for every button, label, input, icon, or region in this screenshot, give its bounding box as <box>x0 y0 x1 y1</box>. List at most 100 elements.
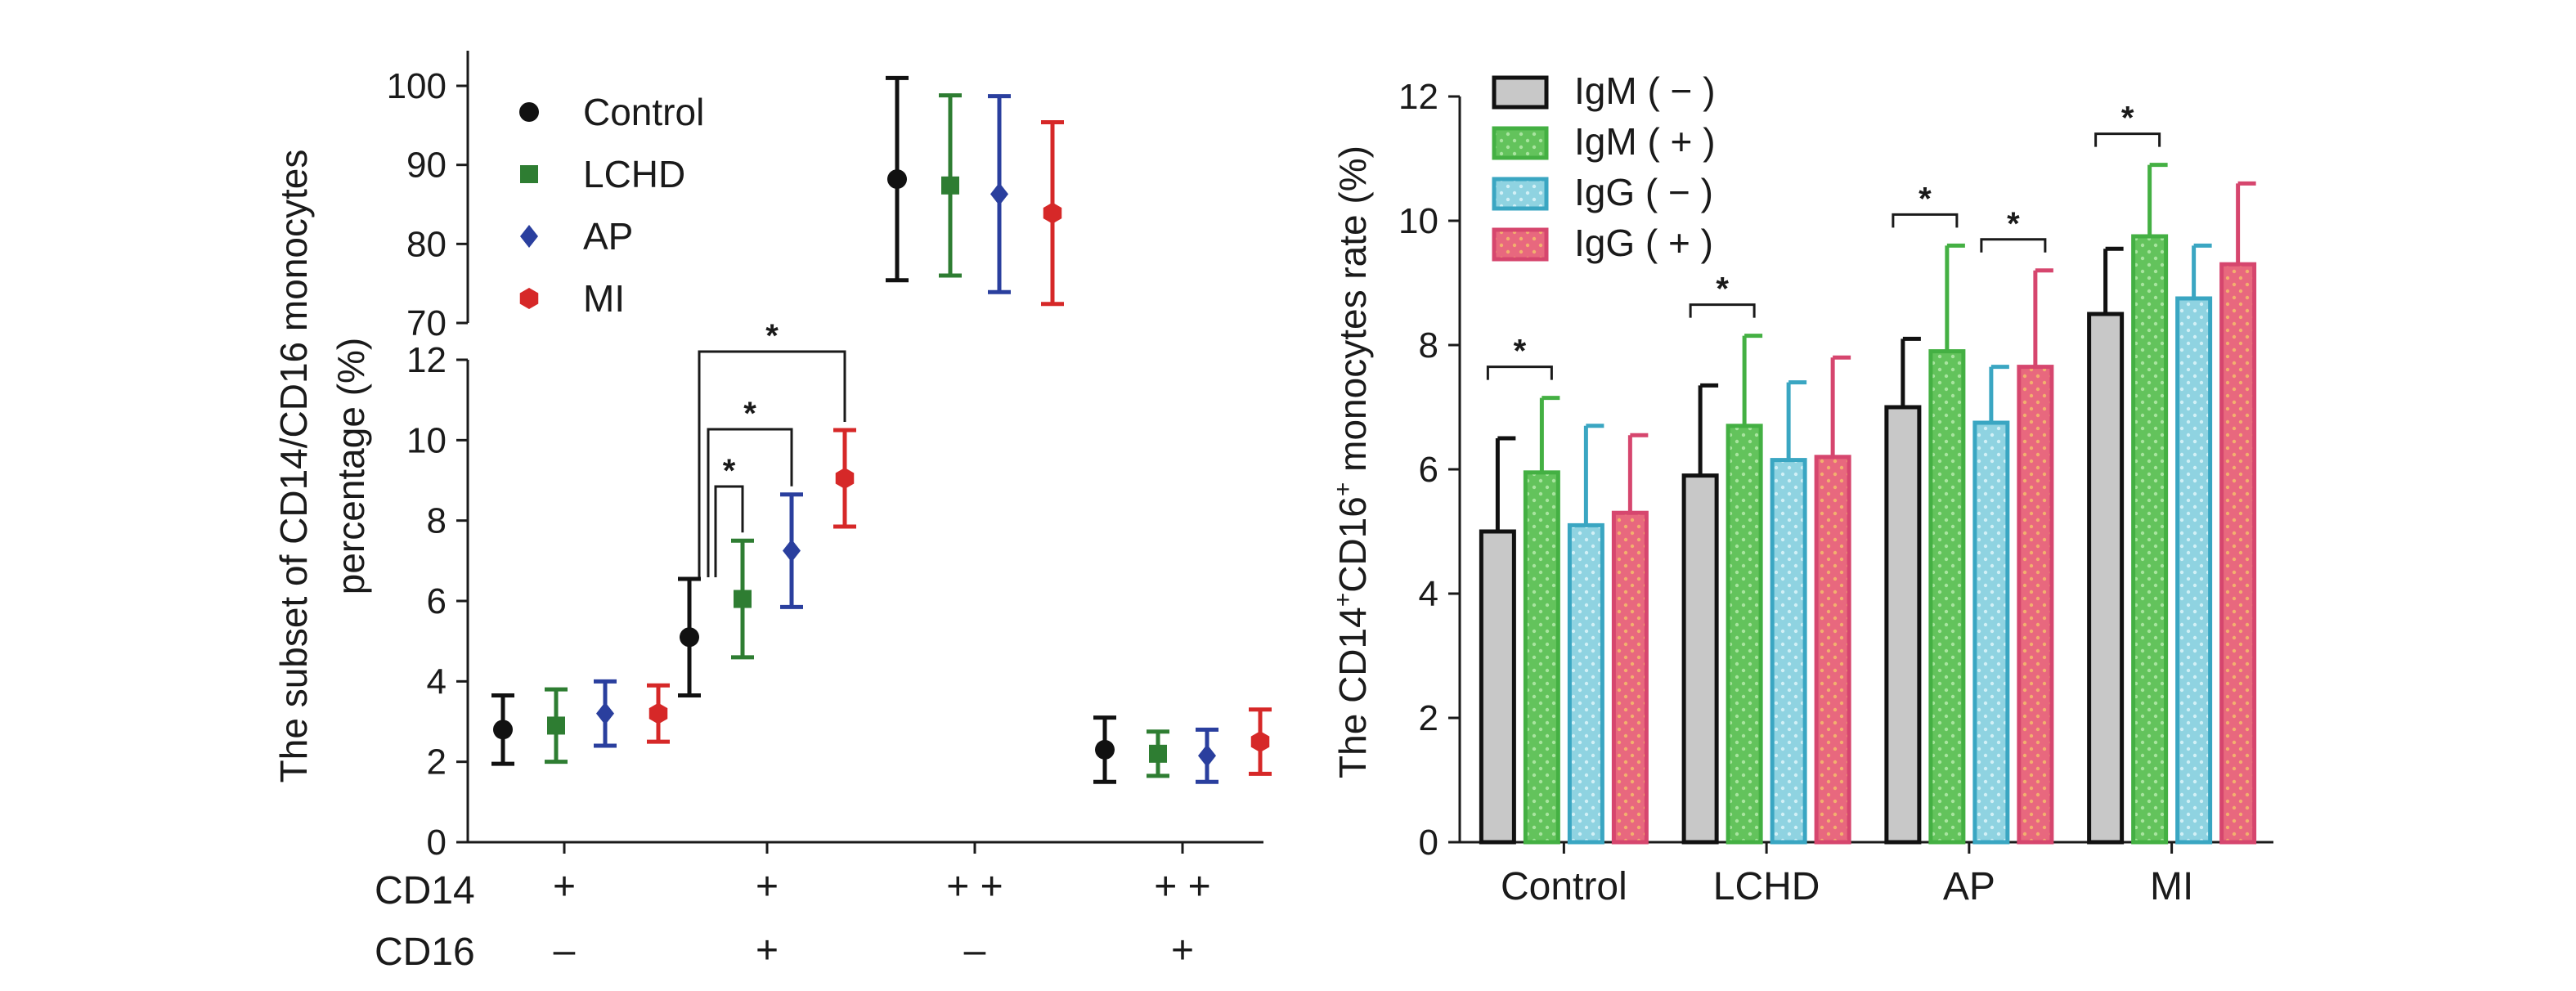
right-ytick-label-6: 6 <box>1419 450 1438 490</box>
left-ytick-label-lower-10: 10 <box>406 420 447 460</box>
row-label-cd16: CD16 <box>375 930 475 974</box>
right-sig-mi-5-bracket <box>2094 132 2161 147</box>
right-bar-lchd-igg <box>1814 455 1851 845</box>
left-y-axis-label-line-2: percentage (%) <box>330 338 372 595</box>
left-legend-marker-mi <box>519 288 539 309</box>
right-bar-mi-igg <box>2219 262 2257 845</box>
right-ytick-label-8: 8 <box>1419 325 1438 365</box>
left-ytick-label-upper-100: 100 <box>387 66 447 106</box>
cd14-sign-group-1: + <box>553 865 576 908</box>
right-sig-control-1-bracket <box>1486 365 1553 380</box>
left-legend-label-mi: MI <box>583 277 625 320</box>
right-y-axis-label-part-3: monocytes rate (%) <box>1331 146 1374 482</box>
cd14-sign-group-3: + + <box>946 865 1003 908</box>
right-bars <box>1479 163 2257 845</box>
cd16-sign-group-1: – <box>554 929 576 972</box>
cd16-sign-group-4: + <box>1171 929 1194 972</box>
right-bar-ap-igg <box>1972 420 2010 845</box>
left-ytick-label-lower-6: 6 <box>427 581 447 621</box>
left-legend-label-lchd: LCHD <box>583 153 685 195</box>
cd16-sign-group-2: + <box>756 929 779 972</box>
right-y-axis-label-part-2: CD16 <box>1331 496 1374 593</box>
right-bar-lchd-igg <box>1770 458 1807 845</box>
left-control-g3-point <box>887 169 907 190</box>
left-mi-g4-point <box>1250 731 1270 753</box>
row-label-cd14: CD14 <box>375 869 475 913</box>
left-sig-bracket-lchd <box>714 485 744 577</box>
left-panel: The subset of CD14/CD16 monocytes percen… <box>272 51 1272 974</box>
left-legend-marker-control <box>519 102 539 122</box>
right-legend-label-igg: IgG ( − ) <box>1574 171 1713 213</box>
left-legend-label-ap: AP <box>583 215 633 258</box>
cd14-sign-group-2: + <box>756 865 779 908</box>
left-mi-g3-point <box>1043 202 1062 224</box>
right-xtick-label-control: Control <box>1501 865 1627 908</box>
right-sig-ap-4-label: * <box>2007 206 2020 242</box>
left-ytick-label-lower-8: 8 <box>427 501 447 541</box>
right-sig-lchd-2-label: * <box>1716 271 1729 307</box>
left-ap-g3-point <box>990 182 1008 206</box>
right-legend-swatch-igg <box>1492 177 1549 211</box>
right-bar-ap-igg <box>2017 365 2054 845</box>
cd16-sign-group-3: – <box>964 929 986 972</box>
right-legend-swatch-igm <box>1492 75 1549 110</box>
right-sig-control-1-label: * <box>1514 334 1527 370</box>
right-xtick-label-lchd: LCHD <box>1713 865 1820 908</box>
right-sig-ap-3-bracket <box>1892 213 1959 228</box>
left-legend-marker-lchd <box>520 165 538 183</box>
left-sig-label-mi: * <box>765 318 779 354</box>
left-sig-bracket-mi <box>698 350 846 577</box>
right-sig-lchd-2-bracket <box>1689 303 1756 318</box>
left-ytick-label-lower-12: 12 <box>406 340 447 380</box>
right-sig-ap-4-bracket <box>1980 238 2047 253</box>
left-control-g4-point <box>1095 739 1115 760</box>
right-ytick-label-10: 10 <box>1398 201 1438 241</box>
right-bar-lchd-igm <box>1681 473 1719 845</box>
cd14-sign-group-4: + + <box>1154 865 1210 908</box>
right-legend-label-igm: IgM ( − ) <box>1574 70 1716 112</box>
left-ytick-label-lower-2: 2 <box>427 742 447 782</box>
right-legend: IgM ( − ) IgM ( + ) IgG ( − ) IgG ( + ) <box>1492 70 1716 264</box>
right-bar-ap-igm <box>1884 405 1922 845</box>
left-significance-brackets: *** <box>698 318 846 577</box>
left-ytick-label-lower-0: 0 <box>427 823 447 863</box>
left-ap-g1-point <box>596 702 614 725</box>
right-y-axis-label: The CD14+CD16+ monocytes rate (%) <box>1330 146 1374 778</box>
left-ytick-label-lower-4: 4 <box>427 661 447 702</box>
left-control-g1-point <box>493 720 513 740</box>
left-lchd-g2-point <box>734 590 752 608</box>
left-ap-g2-point <box>783 539 801 563</box>
right-legend-label-igm: IgM ( + ) <box>1574 120 1716 163</box>
left-legend-marker-ap <box>520 225 538 248</box>
right-legend-swatch-igg <box>1492 227 1549 262</box>
right-panel: The CD14+CD16+ monocytes rate (%) 024681… <box>1330 70 2273 908</box>
right-xtick-label-mi: MI <box>2150 865 2193 908</box>
right-bar-lchd-igm <box>1726 424 1763 845</box>
right-y-axis-label-sup-2: + <box>1330 482 1357 497</box>
right-xtick-label-ap: AP <box>1943 865 1995 908</box>
right-legend-label-igg: IgG ( + ) <box>1574 222 1713 264</box>
right-axes: 0 2 4 6 8 10 12 Control LCHD AP MI <box>1398 77 2273 908</box>
right-ytick-label-0: 0 <box>1419 823 1438 863</box>
right-y-axis-label-part-1: The CD14 <box>1331 607 1374 778</box>
right-ytick-label-12: 12 <box>1398 77 1438 117</box>
left-ytick-label-upper-70: 70 <box>406 303 447 343</box>
right-significance-brackets: * * * * * <box>1486 101 2161 380</box>
right-y-axis-label-sup-1: + <box>1330 593 1357 608</box>
left-control-g2-point <box>680 627 699 648</box>
right-ytick-label-4: 4 <box>1419 574 1438 614</box>
marker-rows: CD14 CD16 + – + + + + – + + + <box>375 842 1211 974</box>
left-mi-g2-point <box>835 468 855 490</box>
right-bar-mi-igg <box>2175 296 2213 845</box>
left-sig-bracket-ap <box>707 428 793 577</box>
left-data-marks <box>491 75 1272 784</box>
right-bar-mi-igm <box>2131 234 2169 845</box>
left-ytick-label-upper-80: 80 <box>406 224 447 264</box>
left-mi-g1-point <box>648 702 668 724</box>
left-y-axis-label-line-1: The subset of CD14/CD16 monocytes <box>272 150 315 783</box>
left-sig-label-lchd: * <box>723 453 736 489</box>
left-sig-label-ap: * <box>743 396 756 432</box>
left-lchd-g3-point <box>941 176 959 195</box>
right-bar-ap-igm <box>1928 349 1966 845</box>
